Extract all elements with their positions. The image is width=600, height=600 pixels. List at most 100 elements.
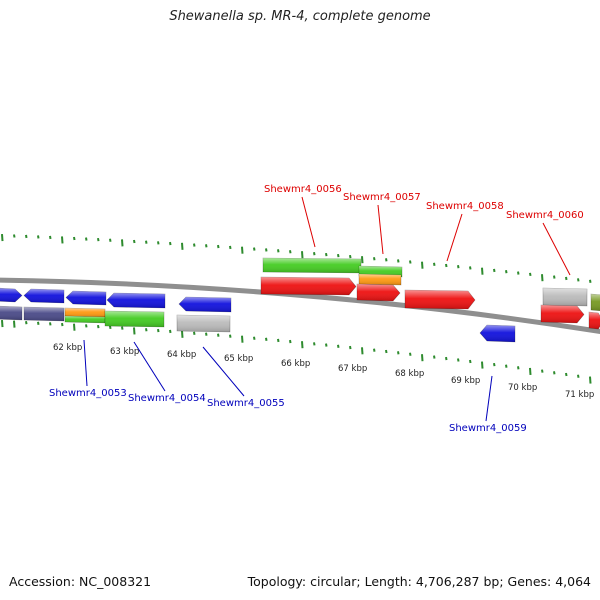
gene-feature-shading	[405, 290, 475, 309]
scale-label: 67 kbp	[338, 364, 367, 374]
gene-feature-shading	[357, 284, 400, 301]
reverse-gene-label[interactable]: Shewmr4_0053	[49, 388, 127, 399]
upper-tick	[73, 236, 76, 241]
scale-label: 65 kbp	[224, 354, 253, 364]
upper-tick	[541, 274, 544, 282]
gene-feature-shading	[66, 291, 106, 305]
upper-tick	[385, 258, 388, 262]
gene-feature-shading	[65, 308, 105, 317]
upper-tick	[481, 267, 484, 275]
lower-tick	[253, 336, 256, 340]
lower-tick	[73, 323, 76, 331]
lower-tick	[349, 345, 352, 350]
lower-tick	[85, 324, 88, 328]
callout-line	[446, 213, 463, 262]
upper-tick	[181, 242, 184, 250]
lower-tick	[577, 374, 580, 378]
scale-label: 68 kbp	[395, 369, 424, 379]
forward-gene-label[interactable]: Shewmr4_0060	[506, 210, 584, 221]
upper-tick	[61, 236, 64, 244]
callout-line	[202, 346, 245, 397]
gene-feature-shading	[65, 316, 105, 323]
upper-tick	[37, 235, 40, 239]
upper-tick	[457, 265, 460, 269]
lower-tick	[517, 366, 520, 370]
lower-tick	[589, 376, 592, 384]
lower-tick	[373, 348, 376, 352]
topology-text: Topology: circular; Length: 4,706,287 bp…	[247, 574, 591, 589]
lower-tick	[241, 335, 244, 343]
upper-tick	[253, 247, 256, 251]
gene-feature-shading	[105, 311, 164, 327]
reverse-gene-label[interactable]: Shewmr4_0054	[128, 393, 206, 404]
lower-tick	[193, 331, 196, 335]
gene-feature-shading	[543, 288, 587, 306]
reverse-gene-label[interactable]: Shewmr4_0059	[449, 423, 527, 434]
lower-tick	[229, 334, 232, 338]
lower-tick	[313, 342, 316, 346]
forward-gene-label[interactable]: Shewmr4_0056	[264, 184, 342, 195]
lower-tick	[529, 367, 532, 376]
lower-tick	[265, 337, 268, 342]
accession-text: Accession: NC_008321	[9, 574, 152, 589]
lower-tick	[361, 347, 364, 355]
upper-tick	[49, 235, 52, 240]
gene-features[interactable]	[0, 257, 600, 343]
upper-tick	[313, 251, 316, 256]
upper-tick	[445, 263, 448, 268]
upper-tick	[493, 268, 496, 273]
lower-tick	[565, 372, 568, 377]
upper-tick	[121, 239, 124, 247]
lower-tick	[217, 333, 220, 337]
upper-tick	[505, 270, 508, 274]
forward-gene-label[interactable]: Shewmr4_0058	[426, 201, 504, 212]
upper-tick	[169, 241, 172, 246]
forward-gene-label[interactable]: Shewmr4_0057	[343, 192, 421, 203]
lower-tick	[133, 327, 136, 335]
reverse-gene-label[interactable]: Shewmr4_0055	[207, 398, 285, 409]
upper-tick	[133, 239, 136, 244]
upper-tick	[301, 251, 304, 259]
gene-feature-shading	[263, 258, 361, 273]
upper-tick	[337, 253, 340, 258]
lower-tick	[433, 355, 436, 359]
scale-label: 70 kbp	[508, 383, 537, 393]
lower-tick	[169, 329, 172, 334]
upper-tick	[217, 244, 220, 249]
callout-line	[377, 204, 384, 255]
lower-tick	[553, 371, 556, 375]
upper-tick	[265, 248, 268, 252]
lower-tick	[97, 324, 100, 329]
gene-feature-shading	[359, 266, 402, 277]
genome-backbone	[0, 277, 600, 334]
upper-tick	[229, 245, 232, 250]
scale-label: 63 kbp	[110, 347, 139, 357]
lower-tick	[385, 349, 388, 354]
upper-tick	[349, 254, 352, 259]
upper-tick	[589, 279, 592, 283]
lower-tick	[181, 330, 184, 338]
upper-tick	[97, 237, 100, 242]
lower-tick	[277, 338, 280, 343]
upper-tick	[373, 257, 376, 261]
gene-feature-shading	[359, 274, 401, 285]
lower-tick	[49, 322, 52, 326]
gene-feature-shading	[591, 294, 600, 311]
lower-tick	[145, 328, 148, 332]
lower-tick	[1, 320, 4, 328]
gene-feature-shading	[261, 277, 356, 295]
upper-tick	[157, 241, 160, 245]
gene-feature-shading	[541, 305, 584, 323]
scale-labels: 62 kbp 63 kbp 64 kbp 65 kbp 66 kbp 67 kbp 68 k…	[53, 343, 594, 400]
gene-callouts: Shewmr4_0056Shewmr4_0057Shewmr4_0058Shew…	[49, 184, 584, 434]
upper-tick	[193, 243, 196, 247]
upper-tick	[577, 278, 580, 282]
upper-tick	[517, 271, 520, 275]
lower-tick	[37, 321, 40, 325]
tick-marks	[1, 233, 592, 384]
lower-tick	[457, 358, 460, 362]
lower-tick	[121, 326, 124, 330]
lower-tick	[469, 359, 472, 364]
upper-tick	[205, 244, 208, 248]
